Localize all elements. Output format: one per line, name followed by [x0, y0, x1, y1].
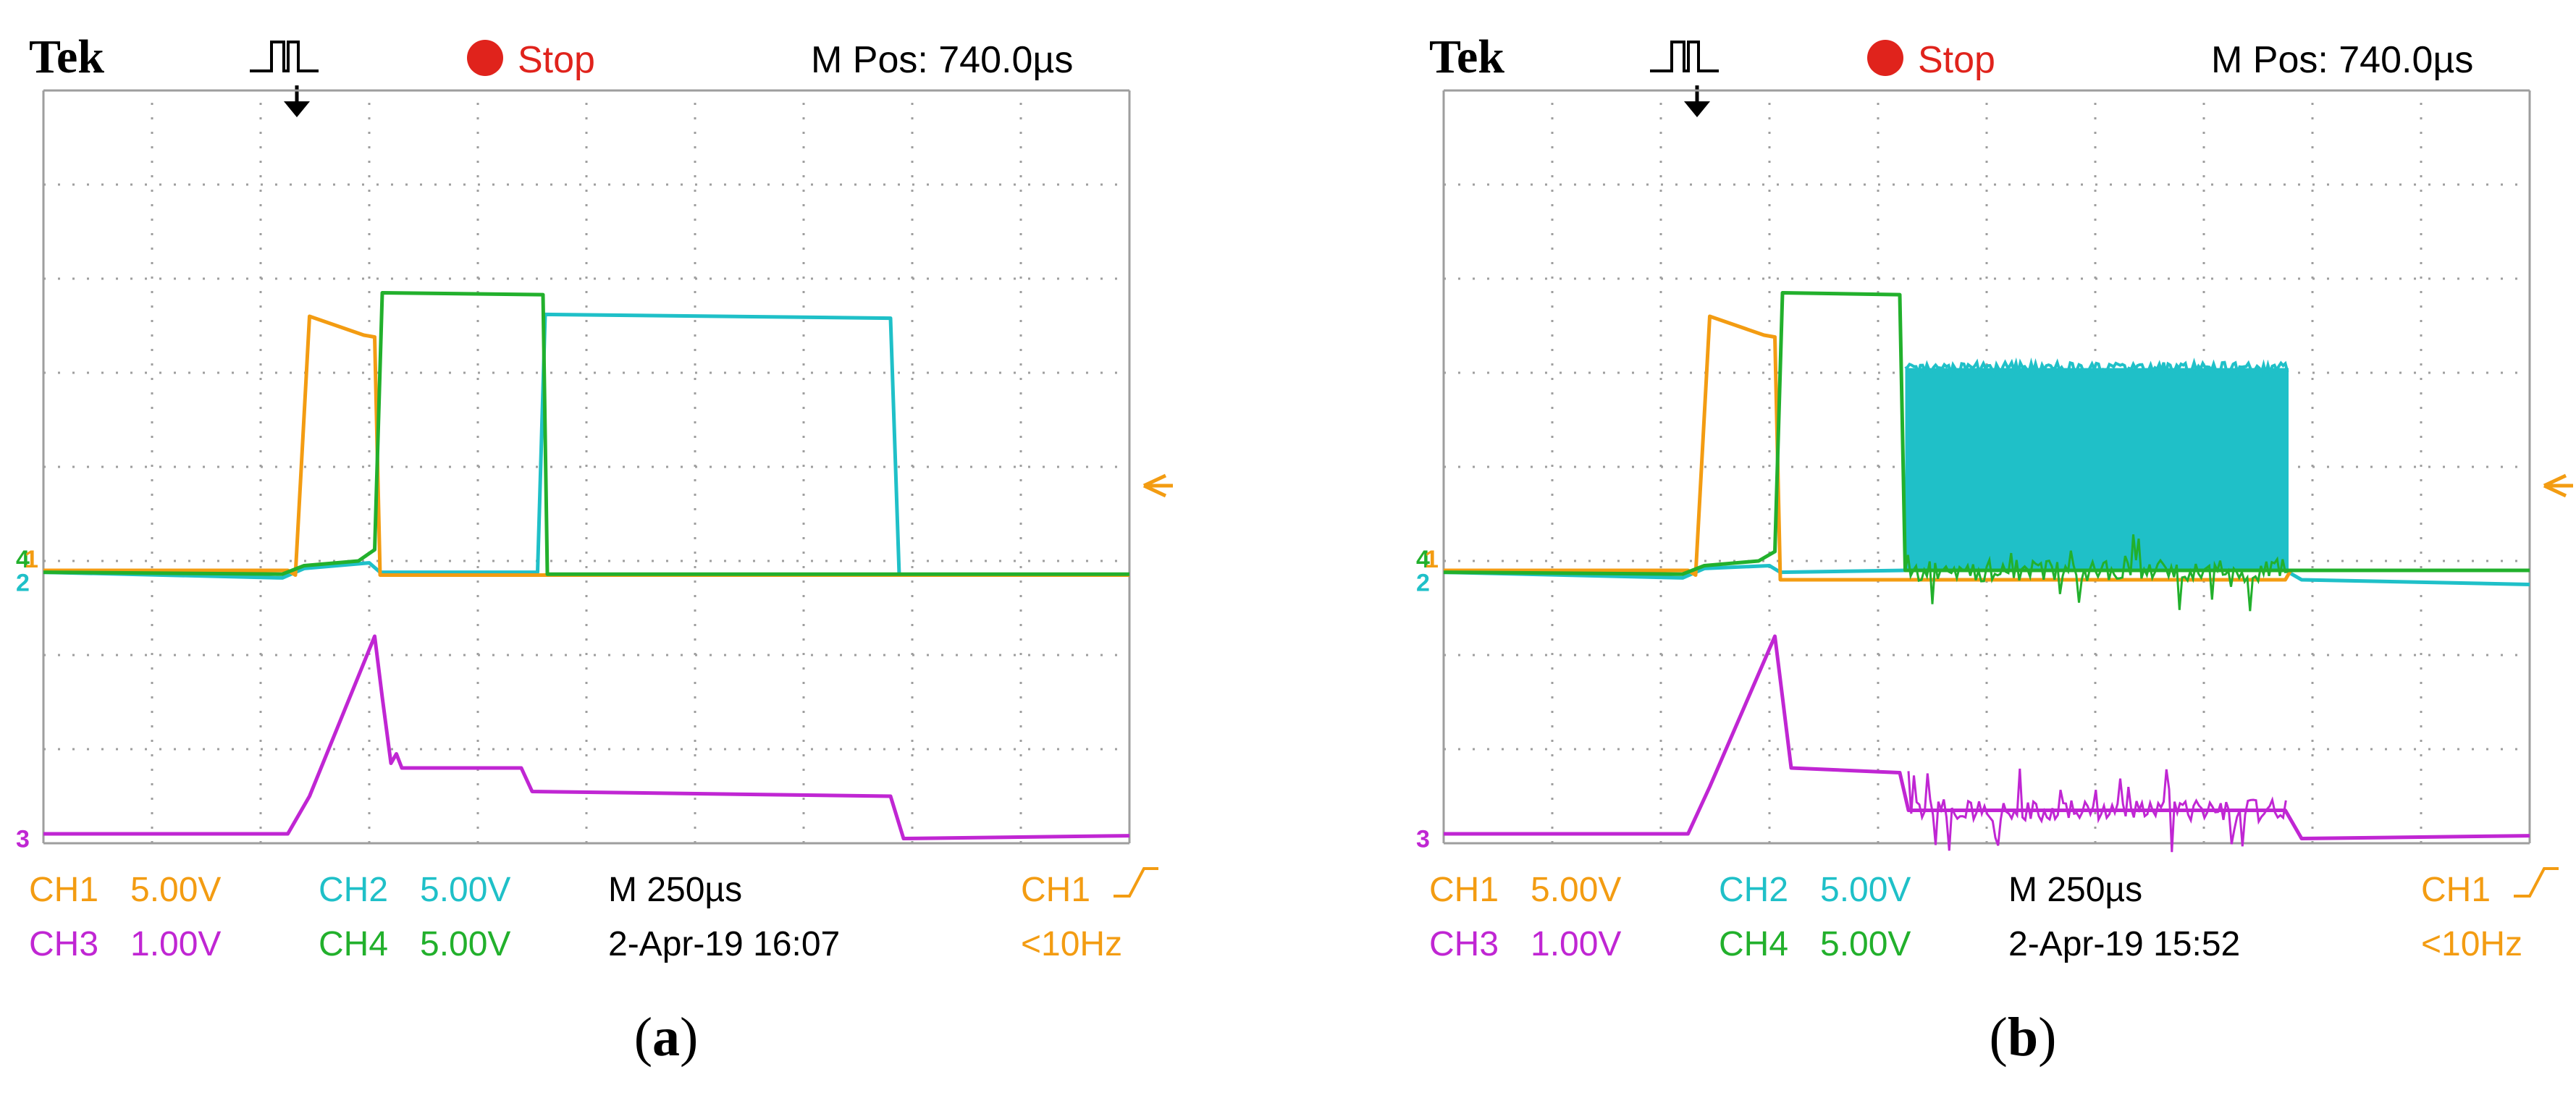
m-pos-readout: M Pos: 740.0µs [2211, 39, 2473, 81]
scope-svg: Tek Stop M Pos: 740.0µs 412 3 CH1 5.00V C… [1400, 0, 2576, 970]
ch4-label: CH4 [319, 925, 388, 963]
stop-dot-icon [1867, 40, 1903, 76]
channel-readout: CH1 5.00V CH2 5.00V M 250µs CH1 CH3 1.00… [1429, 867, 2559, 963]
trigger-source: CH1 [1021, 871, 1090, 909]
ch4-ground-marker: 4 [16, 546, 30, 573]
ch3-label: CH3 [1429, 925, 1499, 963]
ch1-trace [1444, 314, 2530, 582]
trigger-position-arrow-icon [284, 85, 310, 117]
trigger-level-arrow-icon [1142, 473, 1173, 498]
graticule [42, 89, 1131, 845]
ch1-ground-marker: 1 [1425, 546, 1439, 573]
caption-letter: a [652, 1007, 680, 1068]
brand-label: Tek [1429, 30, 1504, 83]
ch3-trace [1444, 634, 2530, 840]
trigger-source: CH1 [2421, 871, 2491, 909]
trigger-position-arrow-icon [1684, 85, 1710, 117]
ch1-scale: 5.00V [1531, 871, 1621, 909]
brand-label: Tek [29, 30, 104, 83]
trigger-frequency: <10Hz [1021, 925, 1122, 963]
traces [1443, 291, 2530, 853]
trigger-pulse-icon [250, 41, 319, 72]
ch3-trace [43, 634, 1130, 840]
ch4-label: CH4 [1719, 925, 1788, 963]
ch1-label: CH1 [1429, 871, 1499, 909]
channel-readout: CH1 5.00V CH2 5.00V M 250µs CH1 CH3 1.00… [29, 867, 1158, 963]
traces [43, 291, 1130, 840]
timebase-readout: M 250µs [608, 871, 742, 909]
trigger-frequency: <10Hz [2421, 925, 2522, 963]
ch2-ground-marker: 2 [16, 570, 30, 597]
ch2-label: CH2 [1719, 871, 1788, 909]
ch4-noise [1904, 534, 2289, 612]
ch2-scale: 5.00V [420, 871, 510, 909]
date-time: 2-Apr-19 16:07 [608, 925, 840, 963]
trigger-level-arrow-icon [2543, 473, 2573, 498]
ch4-scale: 5.00V [420, 925, 510, 963]
rising-edge-icon [2514, 867, 2559, 898]
ch4-trace [1443, 291, 2530, 576]
screen-background [0, 0, 1176, 970]
ch2-burst [1905, 368, 2289, 570]
ch3-ground-marker: 3 [16, 826, 30, 853]
timebase-readout: M 250µs [2008, 871, 2142, 909]
ch1-ground-marker: 1 [25, 546, 38, 573]
stop-dot-icon [467, 40, 503, 76]
run-status: Stop [1918, 39, 1995, 81]
ch1-label: CH1 [29, 871, 98, 909]
ch4-ground-marker: 4 [1416, 546, 1430, 573]
ch3-ground-marker: 3 [1416, 826, 1430, 853]
ch3-scale: 1.00V [1531, 925, 1621, 963]
channel-markers: 412 3 [1416, 473, 2573, 853]
scope-svg: Tek Stop M Pos: 740.0µs 412 3 CH1 5.00V [0, 0, 1176, 970]
caption-letter: b [2007, 1007, 2039, 1068]
channel-markers: 412 3 [16, 473, 1173, 853]
date-time: 2-Apr-19 15:52 [2008, 925, 2240, 963]
panel-caption: (b) [1989, 1007, 2057, 1068]
ch2-burst-edge [1904, 357, 2289, 379]
panel-caption: (a) [634, 1007, 699, 1068]
ch3-scale: 1.00V [130, 925, 221, 963]
ch4-scale: 5.00V [1820, 925, 1911, 963]
ch2-scale: 5.00V [1820, 871, 1911, 909]
m-pos-readout: M Pos: 740.0µs [811, 39, 1073, 81]
ch2-label: CH2 [319, 871, 388, 909]
ch1-scale: 5.00V [130, 871, 221, 909]
run-status: Stop [518, 39, 595, 81]
ch3-noise [1907, 768, 2287, 853]
trigger-pulse-icon [1650, 41, 1719, 72]
rising-edge-icon [1114, 867, 1158, 898]
ch2-ground-marker: 2 [1416, 570, 1430, 597]
ch3-label: CH3 [29, 925, 98, 963]
ch4-trace [43, 291, 1129, 576]
